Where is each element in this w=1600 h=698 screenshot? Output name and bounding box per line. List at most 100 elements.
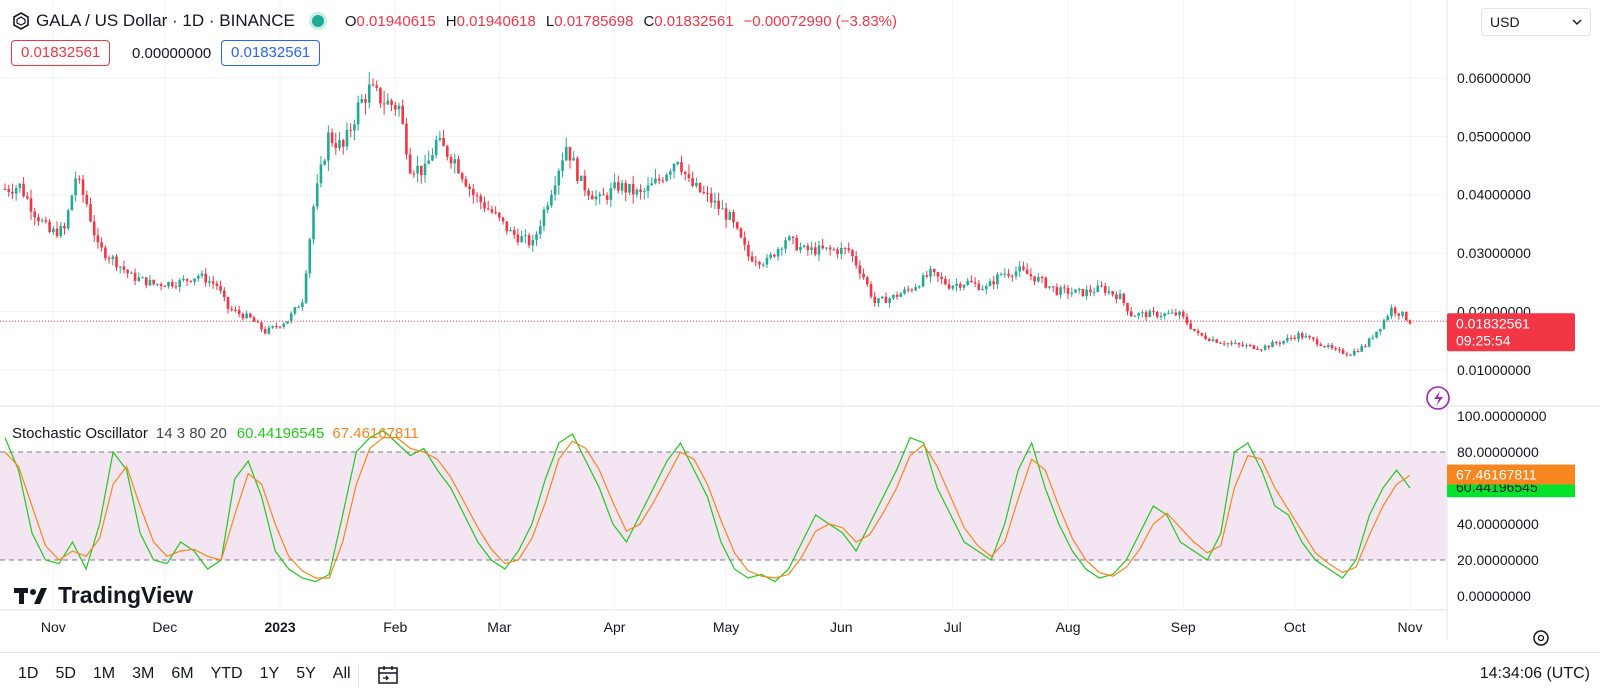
candle-body <box>226 297 230 310</box>
candle-body <box>713 200 717 203</box>
candle-body <box>115 256 118 268</box>
candle-body <box>152 279 155 285</box>
candle-body <box>620 183 624 191</box>
candle-body <box>1341 349 1345 354</box>
candle-body <box>408 154 412 174</box>
candle-body <box>1103 286 1107 293</box>
candle-body <box>1267 345 1271 348</box>
candle-body <box>1126 303 1129 312</box>
time-tick-label: Oct <box>1284 619 1306 635</box>
candle-body <box>669 171 672 175</box>
candle-body <box>304 273 308 303</box>
candle-body <box>687 174 691 179</box>
calendar-icon[interactable] <box>376 664 400 686</box>
candle-body <box>267 327 271 334</box>
buy-price-button[interactable]: 0.01832561 <box>221 40 321 66</box>
candle-body <box>334 143 338 149</box>
candle-body <box>851 250 854 257</box>
candlestick-series <box>3 71 1412 358</box>
spread-value: 0.00000000 <box>132 44 212 62</box>
candle-body <box>130 272 133 274</box>
candle-body <box>843 247 847 249</box>
candle-body <box>1129 311 1133 317</box>
candle-body <box>1245 345 1248 347</box>
range-button-3m[interactable]: 3M <box>132 665 155 682</box>
candle-body <box>59 225 63 237</box>
candle-body <box>200 273 204 276</box>
range-button-6m[interactable]: 6M <box>171 665 194 682</box>
candle-body <box>52 228 55 233</box>
sell-price-button[interactable]: 0.01832561 <box>11 40 111 66</box>
bottom-toolbar: 1D 5D 1M 3M 6M YTD 1Y 5Y All 14:34:06 (UTC) <box>0 652 1600 698</box>
candle-body <box>501 217 505 222</box>
candle-body <box>1315 339 1319 345</box>
last-price-label: 0.01832561 <box>1456 315 1530 331</box>
logo-text: TradingView <box>58 582 194 608</box>
clock[interactable]: 14:34:06 (UTC) <box>1479 665 1590 682</box>
candle-body <box>832 249 836 251</box>
candle-body <box>877 298 880 303</box>
range-button-all[interactable]: All <box>332 665 351 682</box>
candle-body <box>393 104 397 110</box>
candle-body <box>48 221 51 233</box>
candle-body <box>739 228 743 238</box>
candle-body <box>29 198 33 212</box>
range-button-1d[interactable]: 1D <box>18 665 39 682</box>
d-line <box>4 437 1411 579</box>
tradingview-logo[interactable]: TradingView <box>14 582 193 609</box>
candle-body <box>397 105 401 110</box>
candle-body <box>412 173 416 175</box>
candle-body <box>765 257 769 265</box>
candle-body <box>1152 311 1155 313</box>
candle-body <box>587 190 590 196</box>
symbol-title[interactable]: GALA / US Dollar · 1D · BINANCE <box>36 11 295 30</box>
candle-body <box>1323 346 1326 348</box>
candle-body <box>1378 328 1382 332</box>
candle-body <box>717 200 720 209</box>
range-button-5y[interactable]: 5Y <box>296 665 316 682</box>
candle-body <box>66 210 70 229</box>
candle-body <box>490 209 494 213</box>
candle-body <box>1312 337 1315 340</box>
candle-body <box>665 174 668 181</box>
candle-body <box>263 329 267 334</box>
candle-body <box>735 222 739 229</box>
candle-body <box>602 194 605 196</box>
candle-body <box>360 99 364 103</box>
candle-body <box>1349 354 1352 356</box>
candle-body <box>1360 346 1363 352</box>
oscillator-tick-label: 40.00000000 <box>1457 516 1539 532</box>
last-price-tag <box>1447 313 1575 352</box>
range-button-1m[interactable]: 1M <box>92 665 116 682</box>
currency-select[interactable]: USD <box>1481 8 1591 36</box>
candle-body <box>1330 345 1334 349</box>
range-button-ytd[interactable]: YTD <box>210 665 243 682</box>
indicator-legend[interactable]: Stochastic Oscillator 14 3 80 20 60.4419… <box>12 425 419 442</box>
price-tick-label: 0.04000000 <box>1457 187 1531 203</box>
candle-body <box>1352 350 1356 356</box>
candle-body <box>26 196 29 199</box>
candle-body <box>605 195 609 200</box>
price-tick-label: 0.06000000 <box>1457 70 1531 86</box>
candle-body <box>289 313 293 322</box>
chevron-down-icon <box>1572 19 1582 25</box>
candle-body <box>1386 316 1389 321</box>
candle-body <box>1367 338 1371 347</box>
candle-body <box>661 180 665 182</box>
range-button-5d[interactable]: 5D <box>55 665 76 682</box>
candle-body <box>531 239 535 246</box>
candle-body <box>438 138 442 140</box>
candle-body <box>776 248 780 257</box>
market-status-icon[interactable] <box>308 12 327 30</box>
candle-body <box>854 256 858 266</box>
candle-body <box>918 286 921 288</box>
candle-body <box>572 158 575 161</box>
candle-body <box>219 285 222 291</box>
d-value: 67.46167811 <box>332 425 419 442</box>
range-button-1y[interactable]: 1Y <box>259 665 280 682</box>
candle-body <box>282 323 286 327</box>
candle-body <box>1048 286 1051 288</box>
candle-body <box>1189 323 1193 329</box>
candle-body <box>327 132 330 161</box>
